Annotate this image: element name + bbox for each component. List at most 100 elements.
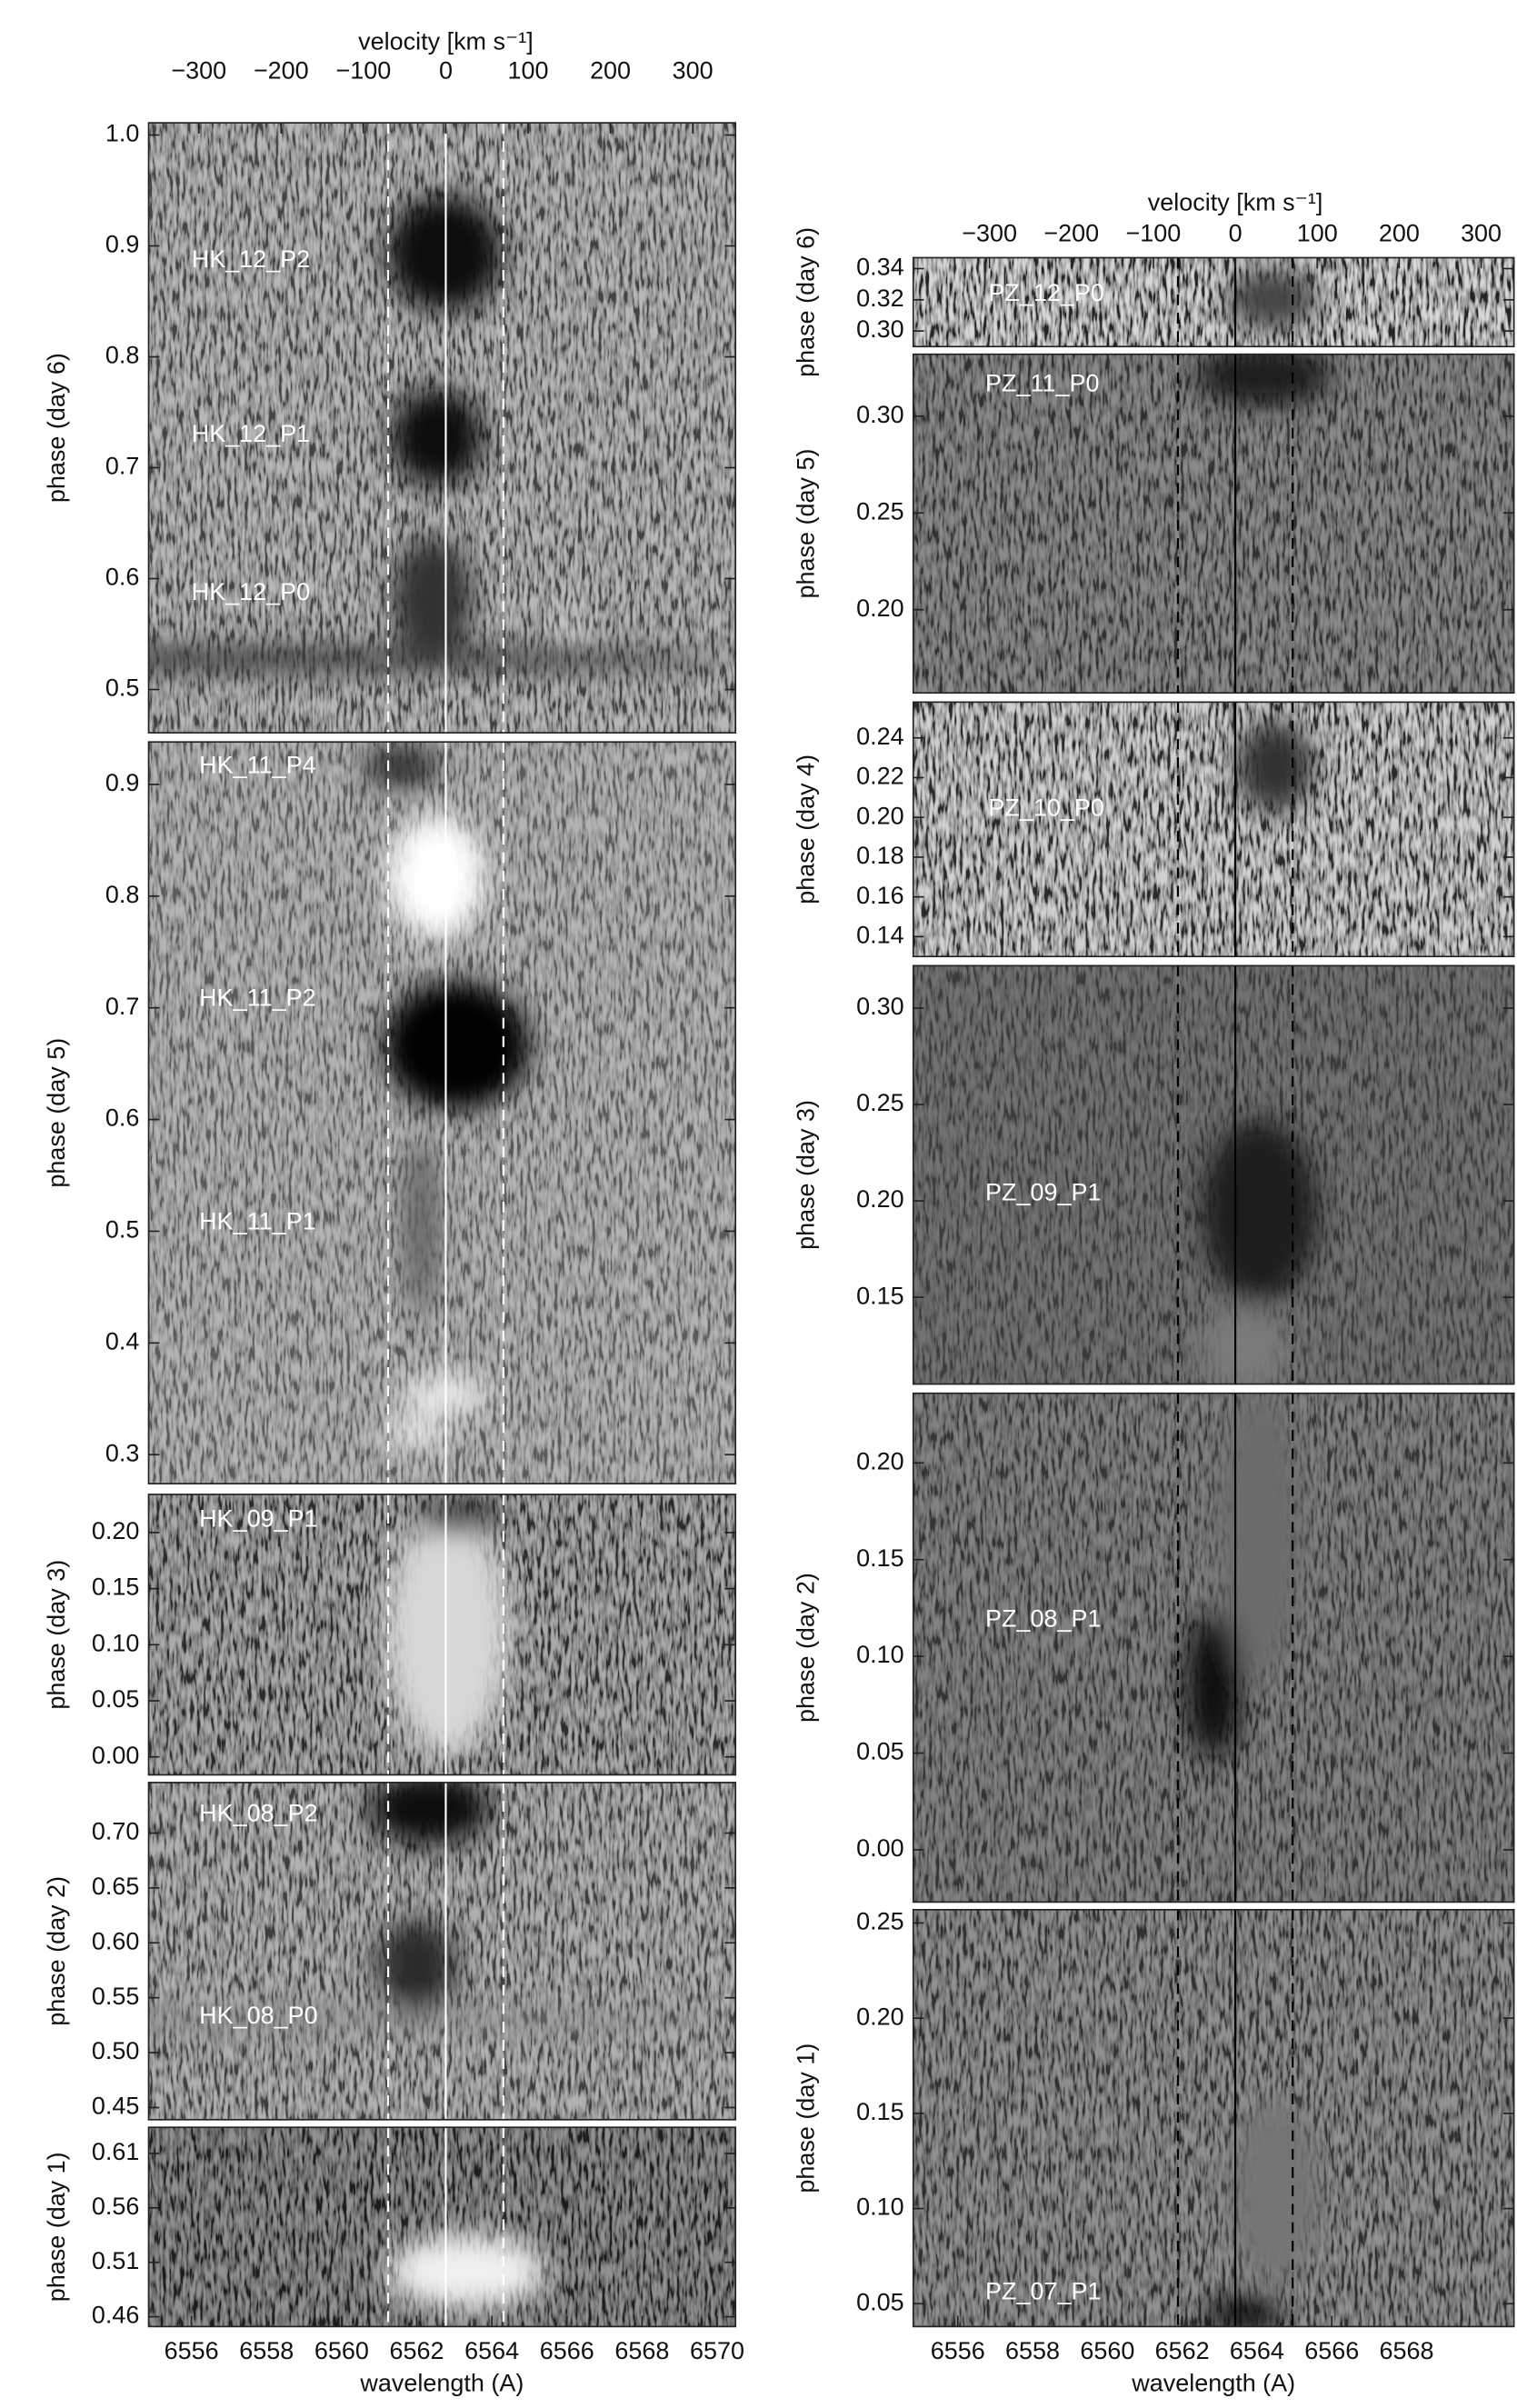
panel-label: HK_08_P0: [199, 2002, 317, 2029]
y-tick-label: 0.5: [105, 1216, 140, 1244]
x-tick-label: 6566: [540, 2337, 594, 2364]
spectrum-image: [148, 1494, 736, 1775]
image-noise: [913, 1909, 1514, 2327]
y-tick-label: 0.9: [105, 769, 140, 796]
panel-frame: [147, 1782, 737, 2121]
y-tick-label: 0.6: [105, 564, 140, 591]
image-noise: [913, 257, 1514, 347]
x2-tick-label: −300: [962, 219, 1017, 246]
panel-frame: [147, 1494, 737, 1776]
y-tick-label: 0.55: [92, 1983, 139, 2010]
y-tick-label: 0.22: [856, 763, 904, 790]
feature: [367, 1782, 491, 1846]
x-tick-label: 6566: [1304, 2337, 1359, 2364]
y-tick-label: 0.7: [105, 453, 140, 480]
y-tick-label: 0.46: [92, 2302, 139, 2329]
y-axis-label: phase (day 2): [43, 1876, 70, 2026]
features: [387, 2234, 547, 2309]
y-tick-label: 0.10: [856, 2193, 904, 2221]
feature: [385, 1509, 509, 1755]
features: [1194, 354, 1333, 407]
panel-frame: [912, 256, 1515, 348]
y-tick-label: 0.20: [856, 595, 904, 622]
y-tick-label: 0.25: [856, 497, 904, 525]
panel-label: PZ_12_P0: [988, 279, 1103, 306]
spectrum-image: [148, 742, 736, 1484]
panel-label: HK_11_P2: [199, 984, 315, 1012]
y-tick-label: 0.65: [92, 1873, 139, 1900]
panel-label: PZ_09_P1: [985, 1179, 1101, 1206]
panel-frame: [147, 2126, 737, 2328]
spectrum-image: [913, 1393, 1514, 1903]
features: [1204, 2099, 1322, 2327]
x-tick-label: 6556: [165, 2337, 219, 2364]
y-tick-label: 0.15: [856, 2098, 904, 2125]
y-tick-label: 0.30: [856, 315, 904, 343]
x-tick-label: 6560: [314, 2337, 369, 2364]
panel-label: HK_12_P2: [192, 245, 310, 273]
feature: [398, 1376, 491, 1414]
features: [1225, 268, 1318, 330]
x2-tick-label: −200: [254, 57, 309, 85]
spectrum-image: [913, 1909, 1514, 2327]
x2-tick-label: 0: [1229, 219, 1243, 246]
y-tick-label: 0.15: [856, 1544, 904, 1572]
x2-tick-label: −200: [1043, 219, 1099, 246]
feature: [392, 536, 473, 660]
features: [1198, 1118, 1318, 1384]
x-tick-label: 6560: [1080, 2337, 1134, 2364]
y-tick-label: 0.30: [856, 401, 904, 428]
x-tick-label: 6568: [614, 2337, 669, 2364]
panel-label: PZ_08_P1: [985, 1604, 1101, 1632]
x-axis-label: wavelength (A): [359, 2370, 524, 2397]
feature: [390, 387, 484, 486]
y-tick-label: 0.32: [856, 285, 904, 312]
x2-tick-label: 200: [1379, 219, 1420, 246]
feature: [387, 2234, 547, 2309]
y-tick-label: 0.00: [92, 1742, 139, 1769]
feature: [1185, 1612, 1242, 1760]
y-tick-label: 0.14: [856, 921, 904, 948]
y-tick-label: 0.56: [92, 2193, 139, 2220]
panel-label: HK_11_P4: [199, 751, 315, 778]
y-axis-label: phase (day 4): [793, 754, 820, 904]
y-tick-label: 0.20: [856, 1185, 904, 1213]
y-tick-label: 0.4: [105, 1327, 140, 1354]
x-tick-label: 6568: [1380, 2337, 1434, 2364]
feature: [1194, 354, 1333, 407]
x2-axis-label: velocity [km s⁻¹]: [358, 28, 534, 55]
y-tick-label: 0.15: [856, 1282, 904, 1309]
x-tick-label: 6562: [389, 2337, 444, 2364]
x2-tick-label: −100: [1126, 219, 1182, 246]
x2-tick-label: 200: [590, 57, 631, 85]
feature: [385, 195, 503, 312]
x2-tick-label: 300: [673, 57, 714, 85]
y-tick-label: 0.51: [92, 2247, 139, 2274]
y-axis-label: phase (day 5): [43, 1038, 70, 1188]
panel-frame: [912, 1392, 1515, 1903]
y-tick-label: 0.20: [856, 802, 904, 829]
y-axis-label: phase (day 6): [793, 227, 820, 377]
feature: [1204, 2295, 1284, 2327]
y-axis-label: phase (day 3): [43, 1560, 70, 1710]
panel-label: HK_12_P1: [192, 420, 310, 447]
spectrum-image: [148, 1782, 736, 2120]
y-axis-label: phase (day 5): [793, 449, 820, 599]
feature: [383, 981, 531, 1110]
features: [1185, 1393, 1302, 1760]
y-tick-label: 0.10: [92, 1629, 139, 1656]
y-tick-label: 0.18: [856, 842, 904, 869]
panel-frame: [912, 964, 1515, 1385]
spectrum-image: [913, 702, 1514, 957]
y-axis-label: phase (day 1): [793, 2043, 820, 2193]
x-tick-label: 6564: [464, 2337, 519, 2364]
y-tick-label: 0.5: [105, 674, 140, 702]
x-tick-label: 6562: [1155, 2337, 1210, 2364]
spectrum-image: [148, 123, 736, 734]
y-tick-label: 0.00: [856, 1834, 904, 1862]
panel-frame: [912, 1908, 1515, 2328]
x2-tick-label: 0: [439, 57, 453, 85]
feature: [562, 611, 581, 631]
features: [385, 1502, 509, 1755]
feature: [376, 1918, 457, 2012]
